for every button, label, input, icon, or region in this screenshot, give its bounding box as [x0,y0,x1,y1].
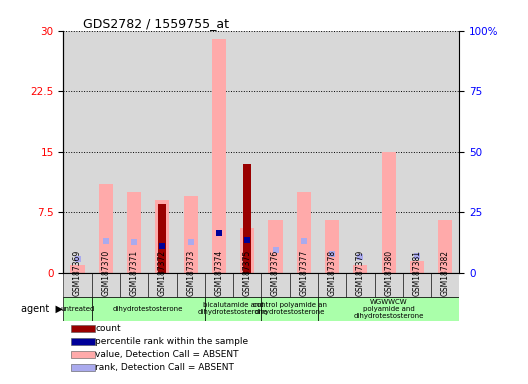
Text: value, Detection Call = ABSENT: value, Detection Call = ABSENT [95,350,239,359]
Text: percentile rank within the sample: percentile rank within the sample [95,337,248,346]
Bar [346,273,374,297]
Bar [148,31,176,273]
Bar [99,184,113,273]
Bar [318,297,459,321]
Bar [261,31,290,273]
Bar [148,273,176,297]
Bar [431,273,459,297]
Text: GSM187377: GSM187377 [299,250,308,296]
Bar [431,31,459,273]
Bar [374,273,403,297]
Bar [176,273,205,297]
Text: bicalutamide and
dihydrotestosterone: bicalutamide and dihydrotestosterone [198,303,268,315]
Text: GSM187373: GSM187373 [186,250,195,296]
Text: GSM187381: GSM187381 [412,250,421,296]
Bar [63,297,92,321]
Bar [63,31,92,273]
Bar [127,192,141,273]
Text: untreated: untreated [60,306,95,312]
Bar [243,164,251,273]
Text: agent  ▶: agent ▶ [21,304,63,314]
Bar [92,297,205,321]
Text: count: count [95,324,121,333]
Bar [120,31,148,273]
Text: GSM187374: GSM187374 [214,250,223,296]
Text: GSM187372: GSM187372 [158,250,167,296]
Bar [268,220,282,273]
Bar [205,273,233,297]
Bar [212,39,226,273]
Bar [205,297,261,321]
Bar [184,196,197,273]
Bar [92,273,120,297]
Text: WGWWCW
polyamide and
dihydrotestosterone: WGWWCW polyamide and dihydrotestosterone [353,299,424,319]
Text: GSM187369: GSM187369 [73,250,82,296]
Bar [403,31,431,273]
Text: GSM187376: GSM187376 [271,250,280,296]
Bar [346,31,374,273]
Text: rank, Detection Call = ABSENT: rank, Detection Call = ABSENT [95,362,234,372]
Bar [374,31,403,273]
Text: GSM187382: GSM187382 [441,250,450,296]
Bar [158,204,166,273]
Bar [233,31,261,273]
Text: GSM187379: GSM187379 [356,250,365,296]
Bar [325,220,339,273]
Bar [318,273,346,297]
Text: GSM187375: GSM187375 [243,250,252,296]
Bar [261,297,318,321]
Bar [63,273,92,297]
Bar [438,220,452,273]
Bar [71,338,95,345]
Bar [120,273,148,297]
Bar [403,273,431,297]
Bar [290,273,318,297]
Bar [233,273,261,297]
Bar [240,228,254,273]
Text: GSM187371: GSM187371 [129,250,138,296]
Bar [297,192,311,273]
Text: GSM187380: GSM187380 [384,250,393,296]
Bar [71,324,95,332]
Bar [382,152,395,273]
Text: GSM187378: GSM187378 [327,250,336,296]
Bar [71,364,95,371]
Bar [261,273,290,297]
Text: dihydrotestosterone: dihydrotestosterone [113,306,183,312]
Bar [318,31,346,273]
Text: GSM187370: GSM187370 [101,250,110,296]
Text: GDS2782 / 1559755_at: GDS2782 / 1559755_at [83,17,229,30]
Bar [410,261,424,273]
Text: control polyamide an
dihydrotestosterone: control polyamide an dihydrotestosterone [252,303,327,315]
Bar [155,200,169,273]
Bar [290,31,318,273]
Bar [71,351,95,358]
Bar [176,31,205,273]
Bar [70,265,84,273]
Bar [205,31,233,273]
Bar [92,31,120,273]
Bar [353,265,367,273]
